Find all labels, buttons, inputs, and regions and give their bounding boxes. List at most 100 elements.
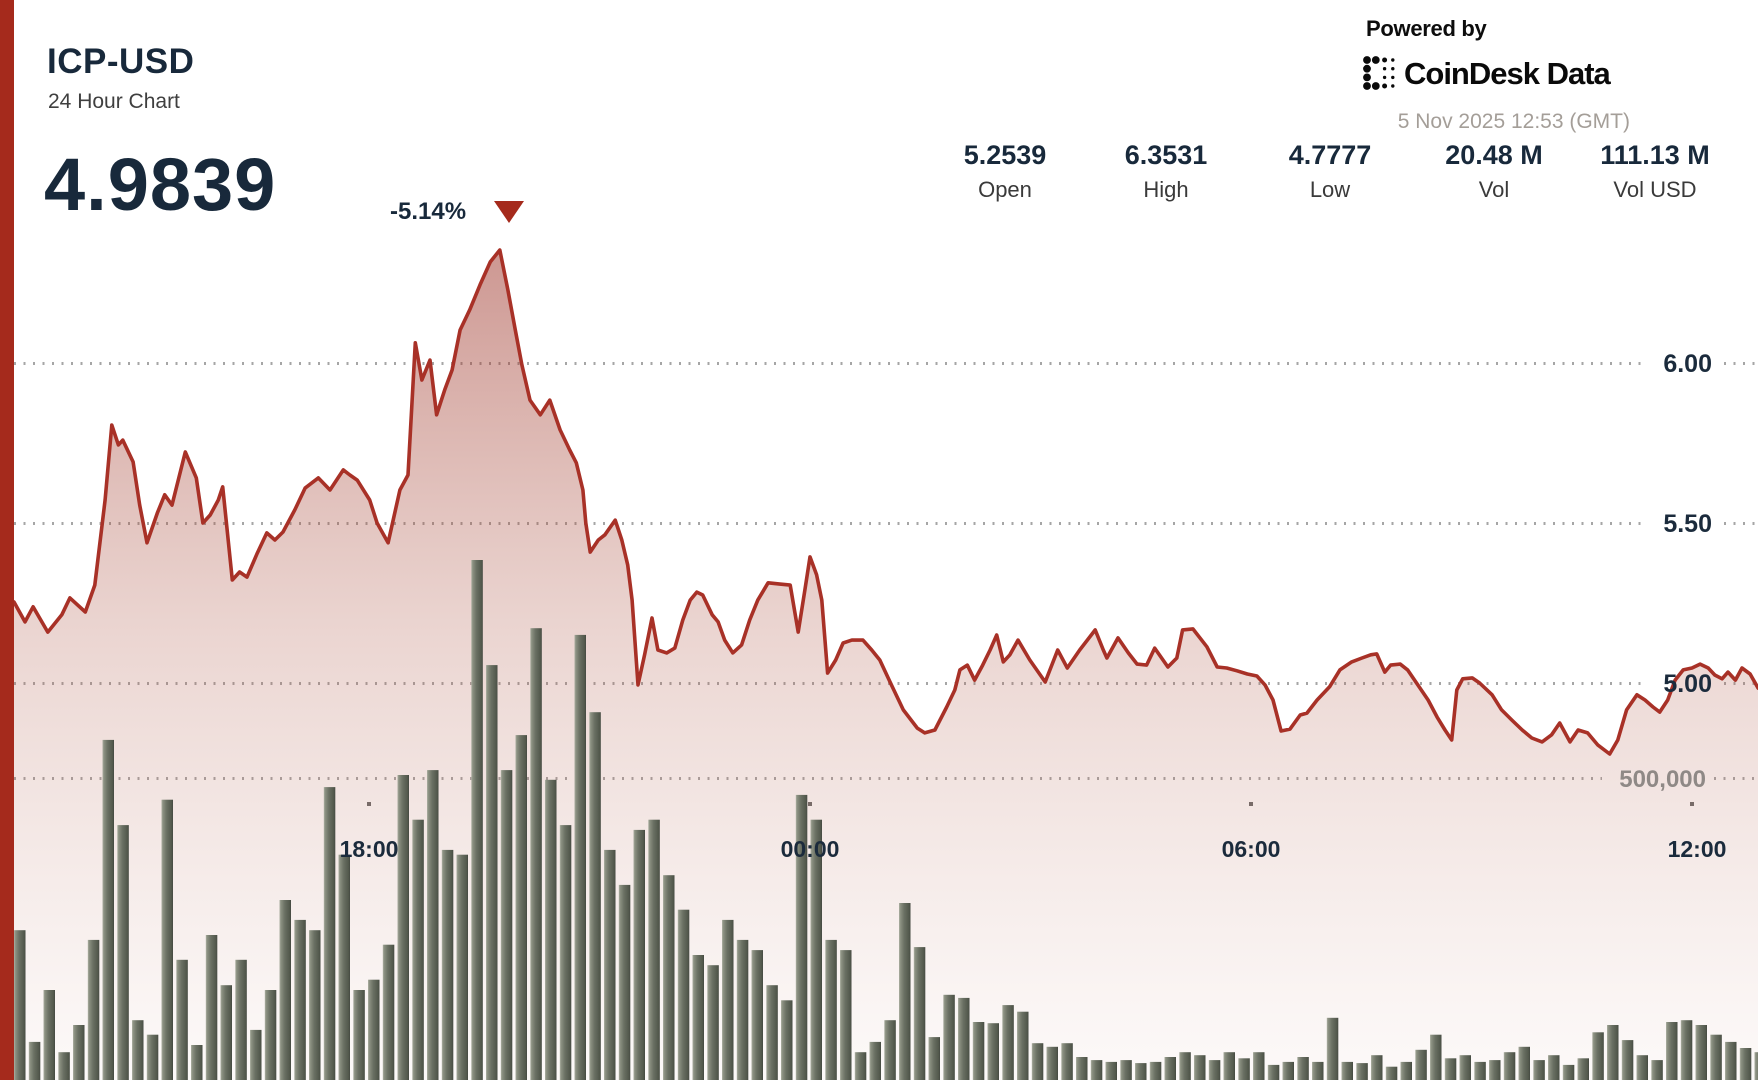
volume-bar	[1356, 1063, 1368, 1080]
volume-bar	[412, 819, 424, 1080]
volume-bar	[1312, 1061, 1324, 1080]
volume-bar	[235, 959, 247, 1080]
stat-label: Low	[1309, 177, 1351, 202]
volume-bar	[1076, 1057, 1088, 1080]
stat-value: 4.7777	[1288, 140, 1372, 170]
volume-bar	[132, 1020, 144, 1080]
volume-bar	[840, 950, 852, 1080]
volume-bar	[943, 994, 955, 1080]
volume-bar	[1326, 1017, 1339, 1080]
volume-bar	[500, 770, 513, 1080]
stat-open: 5.2539 Open	[964, 140, 1047, 203]
volume-bar	[1710, 1034, 1722, 1080]
volume-bar	[471, 560, 483, 1080]
time-axis-label: 06:00	[1221, 836, 1281, 862]
volume-bar	[1253, 1052, 1265, 1080]
time-axis-label: 00:00	[780, 836, 840, 862]
volume-bar	[1135, 1063, 1147, 1080]
powered-by-label: Powered by	[1366, 16, 1487, 41]
volume-bar	[1489, 1060, 1501, 1080]
volume-bar	[589, 712, 601, 1080]
volume-bar	[486, 665, 498, 1080]
volume-bar	[220, 985, 232, 1080]
volume-bar	[899, 903, 911, 1080]
down-triangle-icon	[494, 201, 524, 223]
volume-bar	[1651, 1060, 1663, 1080]
volume-bar	[1548, 1055, 1560, 1080]
volume-bar	[1518, 1046, 1530, 1080]
price-axis-label: 5.00	[1663, 670, 1712, 698]
time-axis-label: 18:00	[339, 836, 399, 862]
volume-bar	[1002, 1005, 1014, 1080]
volume-bar	[1503, 1052, 1516, 1080]
volume-bar	[987, 1023, 999, 1080]
volume-bar	[530, 628, 542, 1080]
stat-vol: 20.48 M Vol	[1445, 140, 1543, 203]
volume-bar	[604, 849, 616, 1080]
dotted-gridline	[14, 522, 1642, 525]
volume-bar	[1577, 1058, 1589, 1080]
volume-bar	[1636, 1055, 1648, 1080]
volume-bar	[368, 979, 380, 1080]
volume-bar	[1149, 1061, 1162, 1080]
volume-bar	[663, 875, 675, 1080]
volume-bar	[736, 939, 749, 1080]
price-line	[12, 248, 1758, 756]
volume-bar	[1371, 1055, 1383, 1080]
page-title-symbol: ICP-USD	[47, 42, 195, 81]
stat-label: Vol	[1478, 177, 1510, 202]
volume-bar	[87, 939, 100, 1080]
volume-bar	[1533, 1060, 1545, 1080]
volume-bar	[1474, 1061, 1486, 1080]
volume-bar	[250, 1029, 262, 1080]
volume-bar	[574, 634, 586, 1080]
volume-bar	[1223, 1052, 1235, 1080]
volume-bar	[338, 854, 350, 1080]
volume-bar	[117, 825, 129, 1080]
volume-bar	[58, 1052, 70, 1080]
volume-axis-label: 500,000	[1619, 766, 1706, 793]
volume-bar	[928, 1037, 940, 1080]
dotted-gridline	[14, 362, 1642, 365]
stat-value: 111.13 M	[1600, 140, 1710, 170]
volume-bar	[1046, 1046, 1058, 1080]
timestamp: 5 Nov 2025 12:53 (GMT)	[1397, 110, 1630, 133]
volume-bar	[781, 1000, 793, 1080]
volume-bar	[1267, 1064, 1280, 1080]
volume-bar	[854, 1052, 867, 1080]
price-change-percent: -5.14%	[390, 198, 467, 225]
volume-bar	[427, 770, 439, 1080]
volume-bar	[382, 944, 395, 1080]
volume-bar	[766, 985, 778, 1080]
volume-bar	[191, 1045, 203, 1080]
left-accent-bar	[0, 0, 14, 1080]
volume-bar	[1666, 1022, 1678, 1080]
stat-vol-usd: 111.13 M Vol USD	[1600, 140, 1710, 203]
volume-bar	[28, 1041, 41, 1080]
volume-bar	[692, 955, 704, 1080]
time-axis-label: 12:00	[1667, 836, 1727, 862]
volume-bar	[1695, 1025, 1707, 1080]
volume-bar	[1164, 1057, 1176, 1080]
volume-bar	[633, 829, 645, 1080]
volume-bar	[43, 990, 55, 1080]
stat-label: Open	[978, 177, 1032, 202]
stat-label: High	[1143, 177, 1189, 202]
volume-bar	[1341, 1061, 1353, 1080]
volume-bar	[1017, 1011, 1029, 1080]
volume-bar	[958, 997, 970, 1080]
chart-subtitle: 24 Hour Chart	[48, 90, 180, 113]
volume-bar	[1592, 1032, 1604, 1080]
volume-bar	[441, 849, 454, 1080]
volume-bar	[309, 930, 321, 1080]
volume-bar	[795, 794, 808, 1080]
volume-bar	[559, 825, 572, 1080]
volume-bar	[14, 930, 26, 1080]
volume-bar	[751, 950, 763, 1080]
volume-bar	[545, 779, 557, 1080]
volume-bar	[1105, 1061, 1117, 1080]
volume-bar	[810, 819, 822, 1080]
volume-bar	[677, 909, 690, 1080]
